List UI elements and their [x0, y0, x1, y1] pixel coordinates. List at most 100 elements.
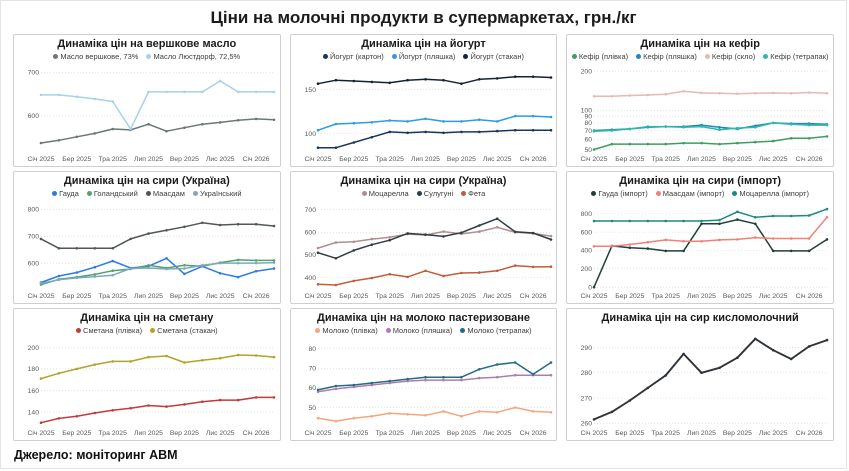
data-point: [75, 135, 79, 138]
y-tick-label: 80: [308, 346, 316, 353]
x-tick-label: Січ 2025: [581, 292, 608, 300]
legend-dot-icon: [391, 53, 397, 59]
y-tick-label: 400: [304, 275, 316, 282]
y-tick-label: 90: [585, 113, 593, 120]
series-line: [40, 261, 275, 284]
legend-dot-icon: [145, 190, 151, 196]
data-point: [370, 414, 373, 418]
x-tick-label: Лип 2025: [134, 293, 163, 300]
x-tick-label: Вер 2025: [170, 430, 199, 437]
data-point: [826, 134, 829, 138]
data-point: [700, 141, 704, 145]
data-point: [790, 214, 793, 217]
data-point: [388, 411, 391, 415]
data-point: [334, 387, 337, 390]
x-tick-label: Січ 2025: [28, 155, 55, 163]
x-tick-label: Лип 2025: [411, 156, 440, 163]
data-point: [459, 414, 463, 418]
data-point: [93, 362, 97, 366]
data-point: [495, 410, 499, 414]
legend-dot-icon: [323, 53, 329, 59]
data-point: [646, 386, 650, 389]
data-point: [352, 383, 355, 386]
data-point: [165, 129, 168, 133]
charts-grid: Динаміка цін на вершкове масло Масло вер…: [1, 34, 846, 441]
data-point: [459, 82, 463, 85]
data-point: [370, 276, 373, 279]
data-point: [718, 91, 722, 95]
data-point: [826, 338, 829, 342]
data-point: [183, 272, 186, 275]
legend-label: Молоко (пляшка): [392, 325, 453, 335]
data-point: [441, 375, 445, 379]
x-tick-label: Лис 2025: [483, 156, 512, 163]
data-point: [129, 266, 132, 270]
x-tick-label: Бер 2025: [62, 293, 91, 300]
data-point: [183, 266, 186, 270]
data-point: [352, 79, 355, 82]
data-point: [682, 239, 686, 243]
y-tick-label: 150: [304, 87, 316, 94]
x-tick-label: Тра 2025: [99, 293, 128, 300]
data-point: [549, 234, 552, 238]
legend-dot-icon: [385, 327, 391, 333]
chart-legend: Масло вершкове, 73% Масло Люстдорф, 72,5%: [16, 51, 278, 62]
data-point: [459, 130, 463, 133]
legend-item: Сметана (плівка): [76, 326, 142, 335]
line-chart: 260 270 280 290 Січ 2025 Бер 2025 Тра 2025 Лип …: [581, 337, 829, 437]
legend-item: Гауда: [52, 189, 79, 198]
legend-item: Моцарелла (імпорт): [732, 189, 809, 198]
legend-dot-icon: [704, 53, 710, 59]
data-point: [316, 388, 319, 391]
data-point: [682, 89, 686, 93]
data-point: [75, 276, 79, 279]
x-tick-label: Лис 2025: [206, 430, 235, 437]
data-point: [75, 414, 79, 418]
data-point: [682, 125, 686, 129]
data-point: [772, 348, 775, 352]
x-tick-label: Тра 2025: [375, 156, 404, 163]
data-point: [201, 358, 204, 362]
data-point: [316, 390, 319, 393]
data-point: [610, 219, 614, 222]
data-point: [352, 121, 355, 125]
y-tick-label: 70: [585, 127, 593, 134]
data-point: [405, 412, 409, 416]
data-point: [254, 222, 258, 226]
legend-label: Моцарелла: [368, 188, 409, 198]
legend-label: Кефір (тетрапак): [770, 51, 829, 61]
series-line: [40, 79, 275, 130]
data-point: [93, 272, 97, 276]
x-tick-label: Тра 2025: [375, 293, 404, 300]
data-point: [129, 359, 132, 363]
chart-panel-cottage-cheese: Динаміка цін на сир кисломолочний 260 270…: [566, 308, 834, 441]
data-point: [593, 129, 596, 133]
data-point: [772, 214, 775, 217]
legend-dot-icon: [361, 190, 367, 196]
legend-label: Масло вершкове, 73%: [60, 51, 139, 61]
legend-label: Молоко (плівка): [322, 325, 378, 335]
legend-item: Молоко (плівка): [315, 325, 378, 335]
data-point: [718, 238, 722, 241]
series-line: [40, 221, 275, 249]
x-tick-label: Тра 2025: [652, 156, 681, 163]
data-point: [272, 266, 276, 270]
data-point: [316, 251, 319, 254]
data-point: [405, 377, 409, 381]
series-line: [316, 374, 552, 393]
x-tick-label: Вер 2025: [723, 156, 752, 163]
data-point: [646, 246, 650, 250]
x-tick-label: Бер 2025: [62, 430, 91, 437]
chart-legend: Гауда Голандський Маасдам Український: [16, 188, 278, 199]
data-point: [610, 142, 614, 146]
x-tick-label: Січ 2025: [581, 155, 608, 163]
legend-item: Моцарелла: [361, 188, 409, 198]
x-tick-label: Бер 2025: [616, 156, 645, 163]
data-point: [628, 142, 632, 146]
data-point: [477, 130, 481, 133]
data-point: [316, 82, 319, 85]
data-point: [628, 127, 632, 130]
data-point: [477, 270, 481, 274]
data-point: [610, 94, 614, 98]
x-tick-label: Вер 2025: [447, 430, 476, 437]
